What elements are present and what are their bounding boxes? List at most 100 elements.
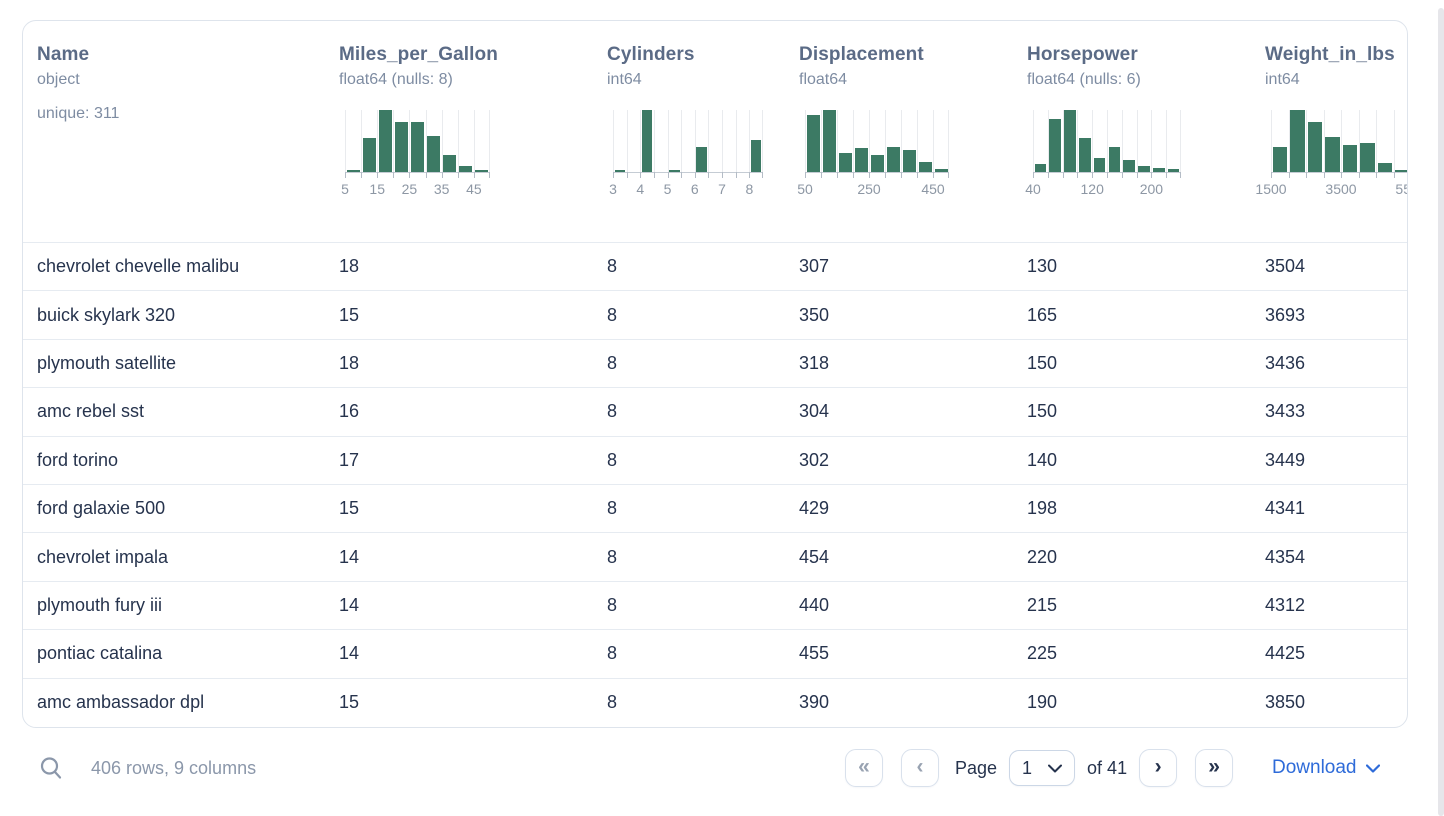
hist-bar	[1395, 170, 1407, 172]
hist-bar	[870, 155, 884, 172]
hist-tick-label: 45	[466, 181, 482, 197]
histogram-displacement[interactable]: 50 250 450	[797, 110, 949, 202]
hist-tick-label: 15	[369, 181, 386, 197]
hist-tick	[1121, 172, 1123, 178]
download-button[interactable]: Download	[1272, 740, 1380, 796]
table-cell: 220	[1027, 546, 1058, 567]
hist-tick-label: 40	[1025, 181, 1041, 197]
prev-page-button[interactable]: ‹	[901, 749, 939, 787]
hist-bar	[427, 136, 441, 172]
table-cell: pontiac catalina	[37, 643, 163, 664]
table-cell: 18	[339, 352, 360, 373]
column-title: Cylinders	[607, 44, 695, 65]
table-row[interactable]: pontiac catalina 14 8 455 225 4425	[23, 630, 1407, 679]
hist-gridline	[1393, 110, 1395, 172]
first-page-button[interactable]: «	[845, 749, 883, 787]
table-row[interactable]: plymouth fury iii 14 8 440 215 4312	[23, 582, 1407, 631]
table-cell: 4425	[1265, 643, 1306, 664]
table-row[interactable]: ford torino 17 8 302 140 3449	[23, 437, 1407, 485]
column-header-weight_in_lbs[interactable]: Weight_in_lbs int64 1500 3500 5500	[1251, 21, 1407, 242]
histogram-weight_in_lbs[interactable]: 1500 3500 5500	[1255, 110, 1407, 202]
table-cell: 304	[799, 401, 830, 422]
table-cell: 429	[799, 498, 830, 519]
hist-tick	[821, 172, 822, 178]
page-select-value: 1	[1022, 757, 1033, 778]
table-footer: 406 rows, 9 columns « ‹ Page 1 of 41 › »…	[22, 740, 1422, 800]
column-header-cylinders[interactable]: Cylinders int64 3 4 5 6 7 8	[593, 21, 785, 242]
hist-gridline	[1180, 110, 1181, 172]
hist-baseline	[805, 172, 949, 173]
table-row[interactable]: plymouth satellite 18 8 318 150 3436	[23, 340, 1407, 389]
hist-bar	[1064, 110, 1076, 172]
hist-bar	[854, 148, 868, 172]
hist-gridline	[361, 110, 363, 172]
table-row[interactable]: chevrolet impala 14 8 454 220 4354	[23, 533, 1407, 582]
column-header-horsepower[interactable]: Horsepower float64 (nulls: 6) 40 120 200	[1013, 21, 1251, 242]
histogram-cylinders[interactable]: 3 4 5 6 7 8	[609, 110, 763, 202]
hist-gridline	[821, 110, 822, 172]
hist-baseline	[345, 172, 490, 173]
histogram-miles_per_gallon[interactable]: 5 15 25 35 45	[341, 110, 490, 202]
next-page-button[interactable]: ›	[1139, 749, 1178, 787]
column-dtype: int64	[1265, 71, 1300, 88]
table-row[interactable]: chevrolet chevelle malibu 18 8 307 130 3504	[23, 243, 1407, 292]
hist-bar	[1290, 110, 1305, 172]
hist-gridline	[393, 110, 395, 172]
histogram-axis: 50 250 450	[797, 172, 949, 202]
column-header-name[interactable]: Name object unique: 311	[23, 21, 325, 242]
table-cell: chevrolet chevelle malibu	[37, 256, 240, 277]
column-dtype: int64	[607, 71, 642, 88]
hist-tick	[885, 172, 886, 178]
hist-bar	[1093, 158, 1106, 172]
table-cell: 8	[607, 643, 618, 664]
hist-bar	[1123, 159, 1136, 172]
hist-bar	[806, 114, 820, 172]
histogram-plot	[1033, 110, 1181, 172]
histogram-horsepower[interactable]: 40 120 200	[1025, 110, 1181, 202]
hist-bar	[346, 170, 360, 172]
table-header: Name object unique: 311 Miles_per_Gallon flo…	[23, 21, 1407, 243]
table-cell: 3449	[1265, 449, 1306, 470]
hist-bar	[1360, 143, 1375, 172]
table-cell: 130	[1027, 256, 1058, 277]
hist-gridline	[805, 110, 806, 172]
hist-gridline	[457, 110, 459, 172]
hist-tick-label: 1500	[1255, 181, 1287, 197]
hist-gridline	[1107, 110, 1108, 172]
hist-gridline	[667, 110, 669, 172]
hist-bar	[822, 110, 836, 172]
hist-tick-label: 4	[636, 181, 645, 197]
table-row[interactable]: amc ambassador dpl 15 8 390 190 3850	[23, 679, 1407, 727]
hist-baseline	[1271, 172, 1407, 173]
table-row[interactable]: ford galaxie 500 15 8 429 198 4341	[23, 485, 1407, 534]
page-select[interactable]: 1	[1009, 750, 1076, 786]
table-row[interactable]: buick skylark 320 15 8 350 165 3693	[23, 291, 1407, 340]
hist-tick	[1166, 172, 1168, 178]
histogram-plot	[345, 110, 490, 172]
hist-bar	[459, 165, 473, 172]
hist-tick	[853, 172, 854, 178]
hist-gridline	[1376, 110, 1377, 172]
table-cell: 8	[607, 498, 618, 519]
table-cell: 8	[607, 546, 618, 567]
hist-gridline	[345, 110, 346, 172]
hist-gridline	[1306, 110, 1307, 172]
last-page-button[interactable]: »	[1195, 749, 1234, 787]
hist-gridline	[901, 110, 902, 172]
search-icon[interactable]	[38, 755, 64, 781]
hist-tick-label: 7	[718, 181, 726, 197]
histogram-plot	[1271, 110, 1407, 172]
table-cell: 440	[799, 594, 830, 615]
table-cell: buick skylark 320	[37, 304, 176, 325]
hist-tick	[613, 172, 614, 178]
column-header-displacement[interactable]: Displacement float64 50 250 450	[785, 21, 1013, 242]
hist-tick	[1107, 172, 1108, 178]
hist-gridline	[948, 110, 949, 172]
hist-bar	[886, 147, 900, 172]
page-scrollbar[interactable]	[1438, 8, 1444, 816]
hist-tick	[837, 172, 838, 178]
table-row[interactable]: amc rebel sst 16 8 304 150 3433	[23, 388, 1407, 437]
hist-tick	[345, 172, 346, 178]
hist-tick	[805, 172, 806, 178]
column-header-miles_per_gallon[interactable]: Miles_per_Gallon float64 (nulls: 8) 5 15 25 3…	[325, 21, 593, 242]
